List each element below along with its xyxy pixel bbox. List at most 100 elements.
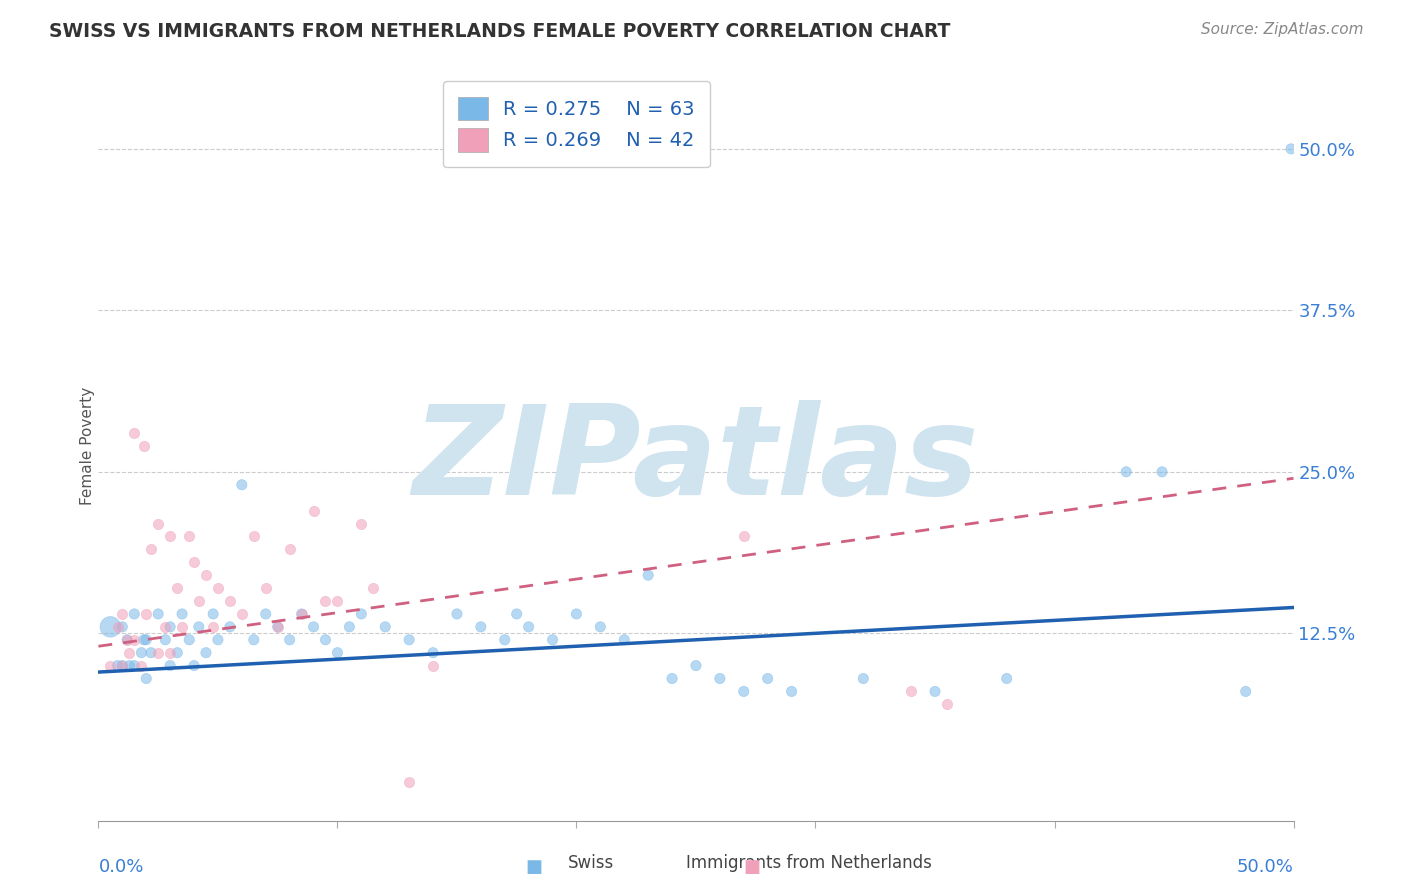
Point bbox=[756, 672, 779, 686]
Point bbox=[195, 646, 218, 660]
Point bbox=[326, 594, 349, 608]
Point bbox=[131, 658, 153, 673]
Point bbox=[494, 632, 516, 647]
Point bbox=[613, 632, 636, 647]
Point bbox=[350, 516, 373, 531]
Point bbox=[132, 439, 155, 453]
Point bbox=[517, 620, 540, 634]
Point bbox=[685, 658, 707, 673]
Point bbox=[637, 568, 659, 582]
Point bbox=[159, 658, 181, 673]
Point bbox=[231, 477, 253, 491]
Point bbox=[1115, 465, 1137, 479]
Point bbox=[148, 646, 170, 660]
Point bbox=[1279, 142, 1302, 156]
Point bbox=[446, 607, 468, 621]
Point bbox=[219, 620, 242, 634]
Point bbox=[124, 426, 146, 441]
Point bbox=[111, 607, 134, 621]
Point bbox=[422, 658, 444, 673]
Point bbox=[118, 658, 141, 673]
Point bbox=[1152, 465, 1174, 479]
Point bbox=[243, 632, 266, 647]
Point bbox=[139, 542, 162, 557]
Point bbox=[733, 684, 755, 698]
Point bbox=[470, 620, 492, 634]
Point bbox=[107, 658, 129, 673]
Point bbox=[183, 555, 205, 569]
Point bbox=[135, 672, 157, 686]
Point bbox=[172, 620, 194, 634]
Point bbox=[98, 620, 122, 634]
Point bbox=[166, 581, 188, 595]
Point bbox=[195, 568, 218, 582]
Point bbox=[111, 658, 134, 673]
Point bbox=[131, 646, 153, 660]
Point bbox=[166, 646, 188, 660]
Point bbox=[139, 646, 162, 660]
Point bbox=[254, 581, 277, 595]
Point bbox=[118, 646, 141, 660]
Point bbox=[291, 607, 314, 621]
Point bbox=[115, 632, 138, 647]
Text: ■: ■ bbox=[526, 858, 543, 876]
Point bbox=[326, 646, 349, 660]
Point bbox=[254, 607, 277, 621]
Point bbox=[278, 632, 301, 647]
Point bbox=[135, 607, 157, 621]
Point bbox=[398, 632, 420, 647]
Point bbox=[302, 503, 325, 517]
Point bbox=[541, 632, 564, 647]
Point bbox=[231, 607, 253, 621]
Point bbox=[733, 529, 755, 543]
Y-axis label: Female Poverty: Female Poverty bbox=[80, 387, 94, 505]
Text: ■: ■ bbox=[744, 858, 761, 876]
Text: Immigrants from Netherlands: Immigrants from Netherlands bbox=[686, 855, 931, 872]
Point bbox=[159, 529, 181, 543]
Point bbox=[589, 620, 612, 634]
Text: 0.0%: 0.0% bbox=[98, 858, 143, 876]
Point bbox=[852, 672, 875, 686]
Point bbox=[98, 658, 122, 673]
Text: Swiss: Swiss bbox=[568, 855, 613, 872]
Point bbox=[172, 607, 194, 621]
Point bbox=[267, 620, 290, 634]
Point bbox=[124, 607, 146, 621]
Point bbox=[159, 646, 181, 660]
Point bbox=[709, 672, 731, 686]
Text: ZIPatlas: ZIPatlas bbox=[413, 401, 979, 522]
Point bbox=[900, 684, 922, 698]
Point bbox=[202, 620, 225, 634]
Point bbox=[124, 658, 146, 673]
Text: Source: ZipAtlas.com: Source: ZipAtlas.com bbox=[1201, 22, 1364, 37]
Point bbox=[339, 620, 361, 634]
Point bbox=[936, 698, 959, 712]
Point bbox=[302, 620, 325, 634]
Point bbox=[135, 632, 157, 647]
Point bbox=[202, 607, 225, 621]
Point bbox=[565, 607, 588, 621]
Point bbox=[267, 620, 290, 634]
Point bbox=[132, 632, 155, 647]
Point bbox=[243, 529, 266, 543]
Text: SWISS VS IMMIGRANTS FROM NETHERLANDS FEMALE POVERTY CORRELATION CHART: SWISS VS IMMIGRANTS FROM NETHERLANDS FEM… bbox=[49, 22, 950, 41]
Text: 50.0%: 50.0% bbox=[1237, 858, 1294, 876]
Point bbox=[995, 672, 1018, 686]
Point bbox=[111, 620, 134, 634]
Point bbox=[111, 658, 134, 673]
Point bbox=[661, 672, 683, 686]
Point bbox=[506, 607, 529, 621]
Point bbox=[924, 684, 946, 698]
Point bbox=[315, 632, 337, 647]
Point bbox=[363, 581, 385, 595]
Point bbox=[374, 620, 396, 634]
Point bbox=[179, 632, 201, 647]
Point bbox=[350, 607, 373, 621]
Point bbox=[155, 620, 177, 634]
Point bbox=[124, 632, 146, 647]
Point bbox=[115, 632, 138, 647]
Point bbox=[278, 542, 301, 557]
Point bbox=[179, 529, 201, 543]
Point bbox=[107, 620, 129, 634]
Point bbox=[187, 620, 209, 634]
